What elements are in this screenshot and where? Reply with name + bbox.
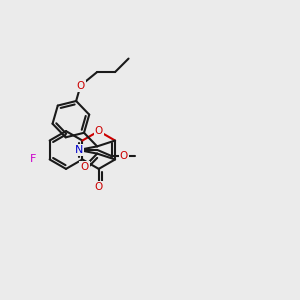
Text: O: O <box>76 81 85 91</box>
Text: F: F <box>30 154 36 164</box>
Text: O: O <box>94 182 103 192</box>
Text: O: O <box>80 162 89 172</box>
Text: O: O <box>120 151 128 161</box>
Text: O: O <box>94 126 103 136</box>
Text: N: N <box>74 145 83 155</box>
